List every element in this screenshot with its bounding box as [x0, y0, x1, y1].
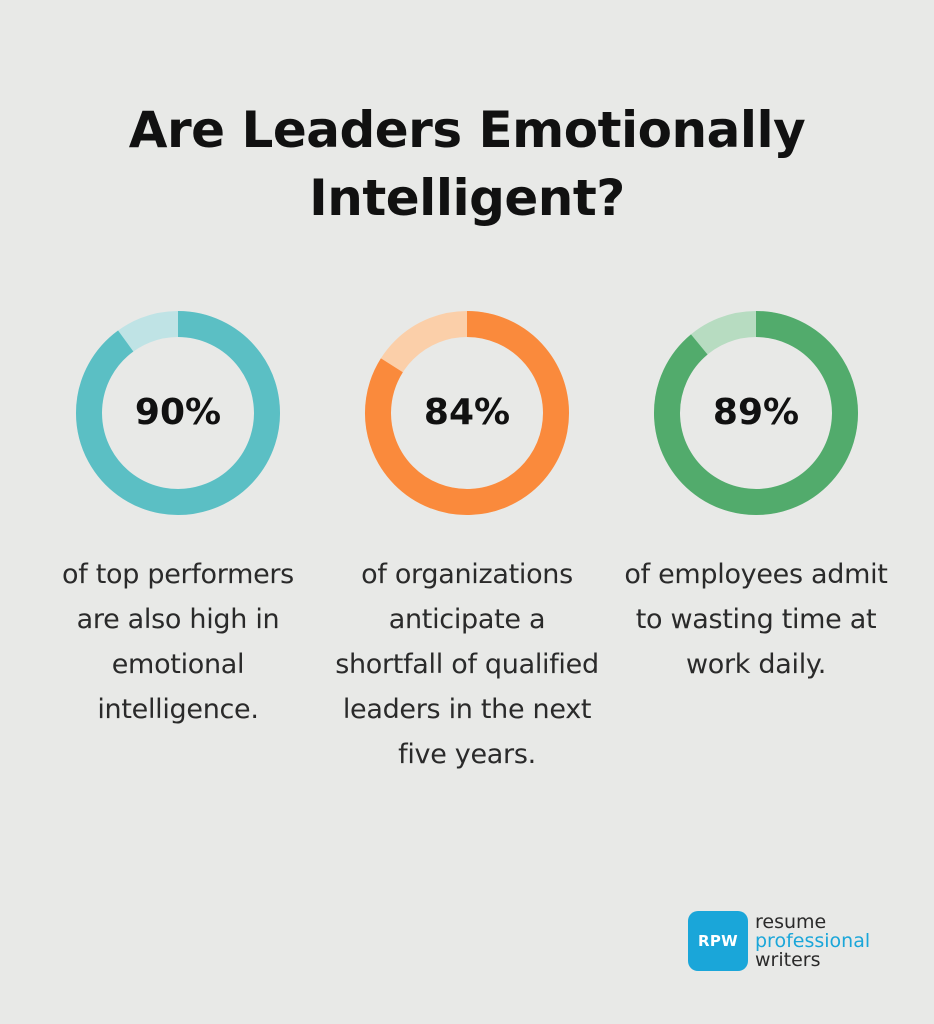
stat-card-employees: 89% of employees admit to wasting time a… [611, 310, 901, 687]
page-title: Are Leaders Emotionally Intelligent? [128, 101, 806, 227]
logo-line-writers: writers [755, 949, 821, 971]
stat-description: of employees admit to wasting time at wo… [624, 559, 888, 680]
stat-card-top-performers: 90% of top performers are also high in e… [33, 310, 323, 732]
donut-value-label: 84% [423, 392, 511, 433]
donut-ring: 84% [364, 310, 570, 516]
donut-value-arc [365, 311, 569, 515]
donut-chart [76, 311, 280, 515]
donut-ring: 90% [75, 310, 281, 516]
donut-ring: 89% [653, 310, 859, 516]
donut-value-arc [76, 311, 280, 515]
donut-value-label: 89% [712, 392, 800, 433]
logo-badge: RPW [688, 911, 748, 971]
donut-chart [654, 311, 858, 515]
donut-chart [365, 311, 569, 515]
stat-description: of top performers are also high in emoti… [62, 559, 294, 725]
stat-card-organizations: 84% of organizations anticipate a shortf… [322, 310, 612, 777]
logo-line-professional: professional [755, 930, 871, 952]
donut-value-label: 90% [134, 392, 222, 433]
donut-value-arc [654, 311, 858, 515]
stat-description: of organizations anticipate a shortfall … [335, 559, 599, 770]
logo-wordmark: resume professional writers [755, 913, 870, 970]
brand-logo: RPW resume professional writers [688, 911, 898, 971]
logo-line-resume: resume [755, 911, 827, 933]
